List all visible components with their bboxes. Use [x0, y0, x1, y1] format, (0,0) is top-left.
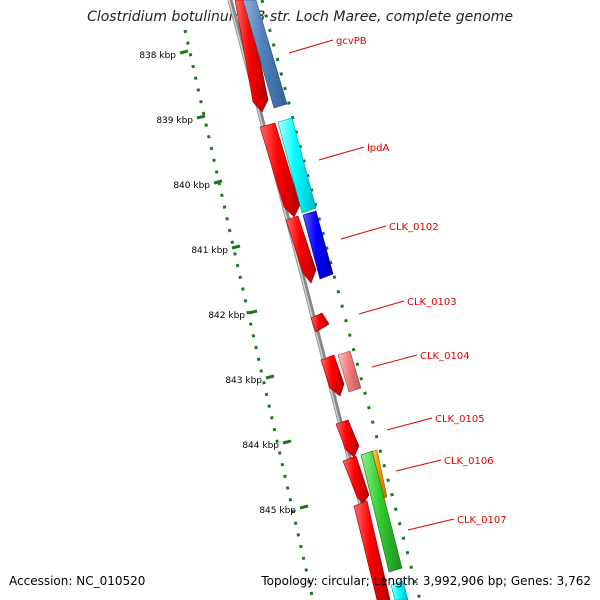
leader-line-CLK_0102 — [340, 225, 387, 240]
gene-arrow-CLK_0102[interactable] — [285, 215, 317, 284]
topology-summary: Topology: circular; Length: 3,992,906 bp… — [261, 574, 591, 588]
gene-label-CLK_0103[interactable]: CLK_0103 — [407, 297, 457, 308]
gene-label-CLK_0106[interactable]: CLK_0106 — [444, 456, 494, 467]
gene-arrow-CLK_0103[interactable] — [310, 312, 330, 333]
gene-arrow-lpdA[interactable] — [259, 122, 301, 218]
gene-label-CLK_0107[interactable]: CLK_0107 — [457, 515, 507, 526]
cog-bar-CLK_0107[interactable] — [360, 450, 403, 573]
ruler-label: 845 kbp — [259, 506, 296, 516]
ruler-tick — [179, 49, 189, 55]
ruler-labels: 838 kbp 839 kbp 840 kbp 841 kbp 842 kbp … — [139, 51, 296, 516]
leader-line-lpdA — [318, 146, 365, 161]
map-title: Clostridium botulinum A3 str. Loch Maree… — [87, 9, 513, 25]
cog-bar-CLK_0107b[interactable] — [390, 580, 409, 600]
cog-bar-CLK_0104[interactable] — [337, 350, 362, 393]
cog-bar-lpdA[interactable] — [277, 117, 317, 214]
forward-strand-genes — [234, 0, 391, 600]
gene-arrow-gcvPB[interactable] — [234, 0, 269, 113]
ruler-label: 842 kbp — [208, 311, 245, 321]
gene-label-gcvPB[interactable]: gcvPB — [336, 36, 367, 47]
gene-label-CLK_0104[interactable]: CLK_0104 — [420, 351, 470, 362]
gene-label-lpdA[interactable]: lpdA — [367, 143, 389, 154]
ruler-label: 844 kbp — [242, 441, 279, 451]
leader-line-gcvPB — [288, 39, 334, 54]
cog-bar-gcvPB[interactable] — [242, 0, 288, 109]
leader-line-CLK_0106 — [395, 459, 442, 472]
gene-arrow-CLK_0106[interactable] — [342, 455, 370, 505]
ruler-label: 841 kbp — [191, 246, 228, 256]
ruler-label: 843 kbp — [225, 376, 262, 386]
leader-line-CLK_0104 — [371, 354, 418, 368]
ruler-tick — [265, 374, 275, 380]
gene-arrow-CLK_0104[interactable] — [320, 354, 345, 397]
ruler-ticks — [179, 49, 309, 510]
leader-line-CLK_0105 — [386, 417, 433, 431]
ruler-tick — [299, 504, 309, 510]
leader-line-CLK_0107 — [407, 518, 455, 531]
cog-bar-CLK_0102[interactable] — [302, 210, 334, 280]
ruler-tick — [196, 114, 206, 120]
gene-labels: gcvPB lpdA CLK_0102 CLK_0103 CLK_0104 CL… — [336, 36, 507, 526]
accession-label: Accession: NC_010520 — [9, 574, 146, 588]
gene-arrow-CLK_0107[interactable] — [353, 500, 391, 600]
gene-label-CLK_0105[interactable]: CLK_0105 — [435, 414, 485, 425]
ruler-label: 838 kbp — [139, 51, 176, 61]
gene-label-CLK_0102[interactable]: CLK_0102 — [389, 222, 439, 233]
ruler-label: 840 kbp — [173, 181, 210, 191]
ruler-tick — [282, 439, 292, 445]
ruler-tick — [231, 244, 241, 250]
gene-arrow-CLK_0105[interactable] — [335, 419, 360, 458]
ruler-tick — [213, 179, 223, 185]
ruler-label: 839 kbp — [156, 116, 193, 126]
gene-leader-lines — [288, 39, 455, 531]
leader-line-CLK_0103 — [358, 300, 405, 315]
cog-genes — [242, 0, 409, 600]
ruler-tick — [248, 309, 258, 315]
